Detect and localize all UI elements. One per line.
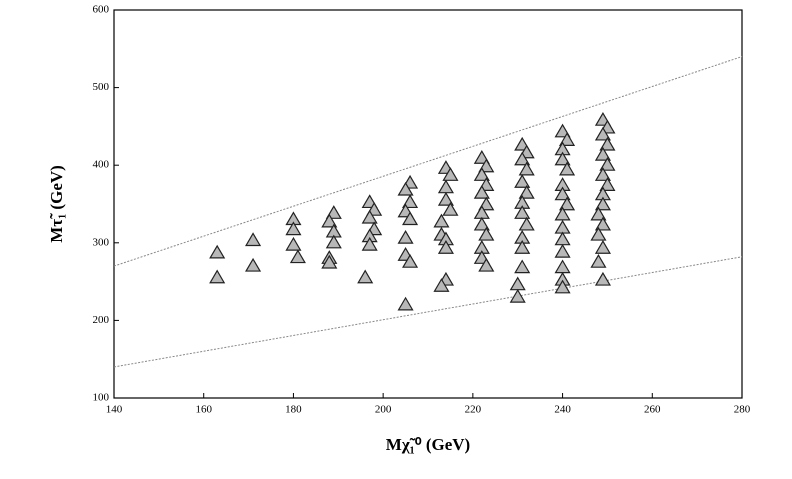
marker xyxy=(325,205,342,219)
marker xyxy=(514,151,531,166)
marker xyxy=(594,271,611,286)
x-tick-label: 140 xyxy=(106,404,123,416)
marker xyxy=(554,186,571,201)
marker xyxy=(442,202,459,216)
marker xyxy=(285,221,302,236)
marker xyxy=(554,279,571,294)
marker xyxy=(245,257,262,272)
marker xyxy=(514,259,531,274)
marker xyxy=(478,226,495,241)
marker xyxy=(509,276,526,291)
marker xyxy=(590,226,607,241)
marker xyxy=(285,236,302,251)
marker xyxy=(478,257,495,272)
x-tick-label: 240 xyxy=(554,404,571,416)
x-axis-label: Mχ̃₁⁰ (GeV) xyxy=(386,435,470,454)
marker xyxy=(554,123,571,138)
marker xyxy=(554,231,571,246)
marker xyxy=(594,240,611,254)
marker xyxy=(594,146,611,161)
marker xyxy=(599,157,616,171)
marker xyxy=(594,126,611,141)
y-axis-label: Mτ̃₁ (GeV) xyxy=(47,165,66,243)
x-tick-label: 180 xyxy=(285,404,302,416)
marker xyxy=(518,184,535,199)
marker xyxy=(361,236,378,251)
y-tick-label: 300 xyxy=(93,236,110,248)
marker xyxy=(397,181,414,196)
plot-frame xyxy=(113,9,743,399)
marker xyxy=(437,240,454,254)
y-tick-label: 500 xyxy=(93,81,110,93)
x-tick-label: 260 xyxy=(644,404,661,416)
marker xyxy=(599,136,616,151)
marker xyxy=(402,211,419,226)
x-tick-label: 280 xyxy=(734,404,751,416)
marker xyxy=(559,161,576,176)
marker xyxy=(518,216,535,231)
marker xyxy=(433,278,450,292)
marker xyxy=(559,196,576,211)
marker xyxy=(209,244,226,259)
marker xyxy=(245,232,262,247)
y-tick-label: 400 xyxy=(93,159,110,171)
marker xyxy=(554,206,571,221)
marker xyxy=(478,158,495,173)
marker xyxy=(357,269,374,284)
y-tick-label: 200 xyxy=(93,314,110,326)
marker xyxy=(590,206,607,221)
marker xyxy=(402,254,419,268)
reference-line xyxy=(113,56,743,267)
marker xyxy=(518,161,535,176)
marker xyxy=(554,151,571,166)
marker xyxy=(209,269,226,284)
marker xyxy=(554,259,571,274)
reference-line xyxy=(113,256,743,368)
x-tick-label: 200 xyxy=(375,404,392,416)
marker xyxy=(554,219,571,234)
marker xyxy=(473,167,490,181)
marker xyxy=(321,254,338,269)
marker xyxy=(437,179,454,194)
marker xyxy=(473,216,490,231)
marker xyxy=(397,296,414,311)
x-tick-label: 220 xyxy=(465,404,482,416)
y-tick-label: 600 xyxy=(93,4,110,16)
marker xyxy=(473,150,490,164)
marker xyxy=(437,191,454,206)
marker xyxy=(599,177,616,191)
marker xyxy=(514,205,531,219)
marker xyxy=(509,288,526,303)
y-tick-label: 100 xyxy=(93,392,110,404)
marker xyxy=(442,167,459,181)
marker xyxy=(325,234,342,249)
x-tick-label: 160 xyxy=(195,404,212,416)
marker xyxy=(594,216,611,231)
marker xyxy=(554,243,571,258)
marker xyxy=(402,194,419,209)
marker xyxy=(289,249,306,264)
marker xyxy=(321,213,338,228)
marker xyxy=(397,229,414,244)
marker xyxy=(559,132,576,146)
marker xyxy=(473,184,490,199)
marker xyxy=(514,174,531,188)
marker xyxy=(594,167,611,181)
marker xyxy=(590,254,607,268)
marker xyxy=(594,196,611,211)
marker xyxy=(361,209,378,224)
marker xyxy=(514,240,531,254)
marker xyxy=(433,213,450,228)
marker xyxy=(478,196,495,211)
